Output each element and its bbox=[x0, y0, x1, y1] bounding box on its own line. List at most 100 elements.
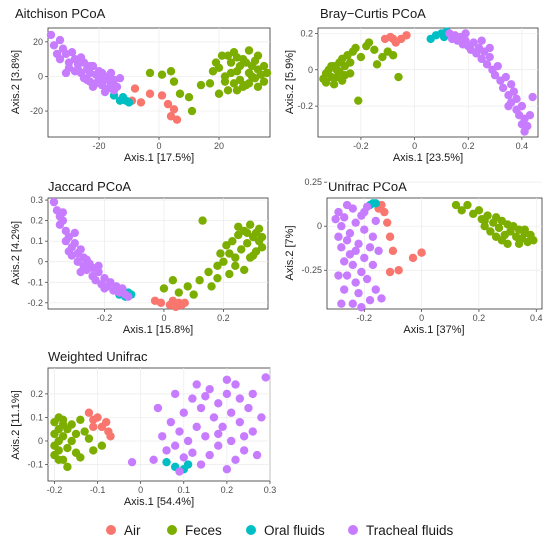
gridlines bbox=[318, 28, 538, 137]
point-tracheal-fluids bbox=[115, 73, 125, 83]
point-tracheal-fluids bbox=[348, 260, 357, 270]
point-air bbox=[130, 84, 140, 93]
point-feces bbox=[222, 241, 231, 250]
point-tracheal-fluids bbox=[351, 246, 360, 256]
point-tracheal-fluids bbox=[196, 460, 206, 469]
point-feces bbox=[63, 443, 72, 453]
point-feces bbox=[262, 68, 272, 78]
point-tracheal-fluids bbox=[477, 54, 486, 64]
point-feces bbox=[97, 441, 107, 450]
point-tracheal-fluids bbox=[337, 299, 346, 308]
point-feces bbox=[253, 51, 263, 60]
point-tracheal-fluids bbox=[124, 292, 133, 301]
point-tracheal-fluids bbox=[222, 375, 232, 384]
point-tracheal-fluids bbox=[218, 422, 227, 432]
point-tracheal-fluids bbox=[149, 455, 158, 465]
point-tracheal-fluids bbox=[55, 35, 65, 45]
point-feces bbox=[253, 82, 263, 92]
point-feces bbox=[486, 227, 495, 236]
point-tracheal-fluids bbox=[506, 80, 516, 89]
point-feces bbox=[84, 434, 94, 443]
point-tracheal-fluids bbox=[239, 432, 249, 441]
point-feces bbox=[89, 446, 98, 455]
x-tick-label: -20 bbox=[92, 141, 105, 151]
y-tick-label: -0.1 bbox=[27, 460, 43, 470]
point-tracheal-fluids bbox=[485, 52, 494, 62]
point-tracheal-fluids bbox=[100, 87, 110, 97]
point-feces bbox=[207, 282, 216, 291]
y-axis-label: Axis.2 [7%] bbox=[284, 225, 296, 280]
point-feces bbox=[372, 60, 382, 69]
point-feces bbox=[457, 206, 466, 215]
point-tracheal-fluids bbox=[342, 236, 352, 245]
point-feces bbox=[58, 415, 68, 424]
panel-aitchison: Aitchison PCoA -20 0 20 -20 0 20 Axis.1 [17.… bbox=[10, 6, 272, 164]
point-tracheal-fluids bbox=[365, 243, 375, 252]
point-feces bbox=[71, 429, 81, 439]
point-tracheal-fluids bbox=[106, 278, 115, 287]
point-feces bbox=[242, 239, 252, 248]
point-feces bbox=[169, 77, 179, 86]
point-tracheal-fluids bbox=[334, 232, 343, 241]
point-tracheal-fluids bbox=[94, 261, 103, 271]
point-feces bbox=[244, 46, 254, 55]
point-feces bbox=[345, 58, 355, 67]
x-ticks: -0.2 -0.1 0 0.1 0.2 0.3 bbox=[47, 481, 276, 495]
point-tracheal-fluids bbox=[64, 247, 74, 256]
point-feces bbox=[54, 455, 63, 465]
point-feces bbox=[166, 67, 176, 76]
point-tracheal-fluids bbox=[58, 208, 68, 217]
point-feces bbox=[213, 261, 222, 271]
point-tracheal-fluids bbox=[368, 232, 378, 241]
point-tracheal-fluids bbox=[76, 53, 86, 62]
point-tracheal-fluids bbox=[82, 255, 91, 264]
point-feces bbox=[196, 80, 206, 90]
x-tick-label: 0.2 bbox=[217, 313, 230, 323]
point-tracheal-fluids bbox=[73, 257, 82, 266]
x-tick-label: 0 bbox=[161, 313, 166, 323]
point-tracheal-fluids bbox=[106, 68, 116, 78]
point-tracheal-fluids bbox=[214, 429, 223, 439]
legend-item-oral-fluids: Oral fluids bbox=[246, 523, 325, 538]
point-feces bbox=[189, 290, 198, 299]
x-axis-label: Axis.1 [23.5%] bbox=[393, 152, 463, 164]
point-tracheal-fluids bbox=[188, 394, 197, 403]
legend-label-feces: Feces bbox=[185, 523, 222, 538]
point-tracheal-fluids bbox=[70, 239, 79, 248]
legend-swatch-feces bbox=[167, 525, 177, 535]
point-tracheal-fluids bbox=[365, 295, 375, 305]
point-tracheal-fluids bbox=[49, 197, 59, 207]
point-tracheal-fluids bbox=[82, 75, 92, 85]
point-tracheal-fluids bbox=[509, 87, 519, 96]
x-axis-label: Axis.1 [37%] bbox=[403, 324, 464, 336]
y-tick-label: -0.2 bbox=[297, 101, 313, 111]
point-feces bbox=[257, 232, 267, 242]
point-tracheal-fluids bbox=[235, 394, 245, 403]
point-tracheal-fluids bbox=[94, 267, 103, 277]
x-tick-label: -0.2 bbox=[47, 485, 63, 495]
y-tick-label: 0 bbox=[38, 436, 43, 446]
y-tick-label: 0.2 bbox=[30, 216, 43, 226]
point-tracheal-fluids bbox=[248, 427, 257, 436]
panel-title: Aitchison PCoA bbox=[15, 6, 106, 21]
point-feces bbox=[204, 267, 213, 277]
point-tracheal-fluids bbox=[371, 216, 380, 226]
point-tracheal-fluids bbox=[100, 273, 109, 283]
point-feces bbox=[205, 79, 215, 88]
point-feces bbox=[356, 52, 366, 62]
point-tracheal-fluids bbox=[67, 48, 77, 57]
point-tracheal-fluids bbox=[512, 94, 521, 104]
point-tracheal-fluids bbox=[188, 448, 197, 457]
point-tracheal-fluids bbox=[261, 373, 270, 382]
point-tracheal-fluids bbox=[485, 43, 494, 53]
point-tracheal-fluids bbox=[91, 276, 100, 285]
point-tracheal-fluids bbox=[100, 284, 109, 293]
panel-bray-curtis: Bray−Curtis PCoA -0.2 0 0.2 0.4 -0.2 0 0.2 Ax… bbox=[284, 6, 539, 164]
x-tick-label: 0.2 bbox=[462, 141, 475, 151]
point-tracheal-fluids bbox=[368, 260, 378, 270]
y-tick-label: 0.2 bbox=[300, 28, 313, 38]
panel-unifrac: Unifrac PCoA -0.2 0 0.2 0.4 -0.25 0 0.25 Axis… bbox=[284, 177, 543, 336]
y-tick-label: 0 bbox=[38, 71, 43, 81]
point-tracheal-fluids bbox=[482, 60, 492, 69]
x-ticks: -0.2 0 0.2 bbox=[97, 309, 230, 323]
